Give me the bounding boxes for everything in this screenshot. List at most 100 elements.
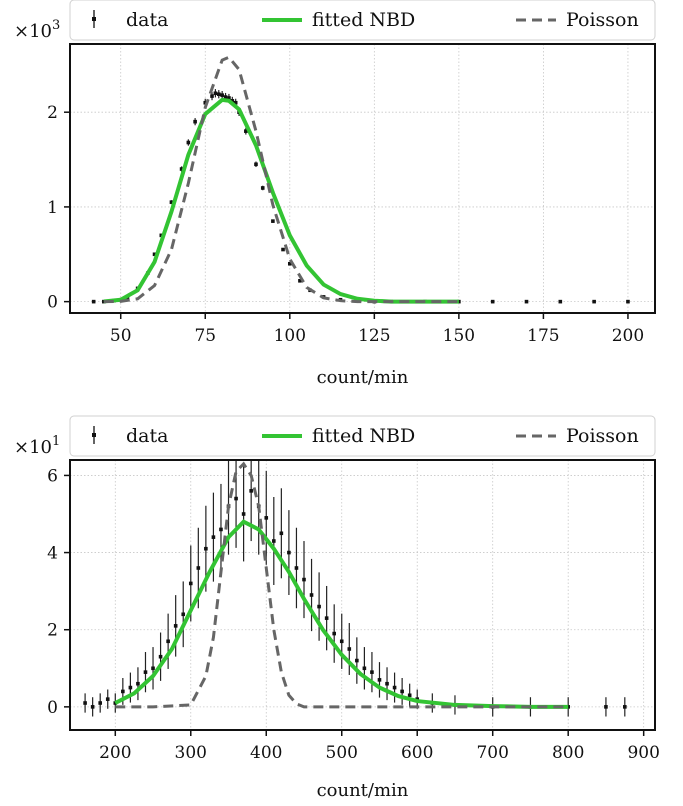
data-point bbox=[392, 685, 397, 690]
data-point bbox=[355, 658, 359, 663]
data-point bbox=[244, 129, 248, 133]
y-multiplier: ×101 bbox=[14, 434, 60, 458]
axes-frame bbox=[69, 43, 656, 314]
data-point bbox=[230, 99, 235, 103]
data-point bbox=[592, 299, 596, 304]
data-point bbox=[623, 705, 627, 709]
x-tick-label: 200 bbox=[99, 743, 131, 763]
data-point bbox=[203, 100, 208, 105]
data-point bbox=[166, 639, 170, 644]
y-multiplier-exponent: 1 bbox=[52, 434, 60, 449]
data-point bbox=[377, 678, 382, 682]
axes-frame bbox=[69, 459, 656, 731]
x-tick-label: 600 bbox=[401, 743, 433, 763]
data-point bbox=[287, 261, 292, 266]
data-point bbox=[83, 701, 87, 705]
y-tick-label: 2 bbox=[47, 621, 58, 641]
data-point bbox=[193, 119, 197, 124]
data-point bbox=[249, 489, 253, 493]
data-point bbox=[136, 681, 140, 686]
data-point bbox=[179, 167, 184, 171]
x-tick-label: 400 bbox=[250, 743, 282, 763]
data-point bbox=[128, 685, 133, 690]
chart-panel-1: 50 75 100 125 150 175 200 0 1 2 ×103 count/min data f… bbox=[14, 0, 656, 388]
x-tick-label: 300 bbox=[175, 743, 207, 763]
data-point bbox=[626, 299, 630, 304]
x-tick-label: 100 bbox=[274, 326, 306, 346]
legend-box bbox=[69, 415, 656, 457]
data-point bbox=[188, 581, 193, 586]
data-point bbox=[272, 539, 276, 543]
data-point bbox=[339, 639, 344, 644]
x-tick-label: 200 bbox=[612, 326, 644, 346]
data-point bbox=[102, 299, 106, 304]
data-point bbox=[158, 654, 163, 659]
y-tick-label: 6 bbox=[47, 466, 58, 486]
legend-label-poisson: Poisson bbox=[566, 425, 639, 447]
data-point bbox=[219, 527, 223, 532]
x-tick-label: 175 bbox=[527, 326, 559, 346]
x-tick-label: 150 bbox=[443, 326, 475, 346]
fitted-nbd-line bbox=[114, 519, 569, 709]
x-axis-label: count/min bbox=[317, 780, 409, 801]
y-multiplier: ×103 bbox=[14, 18, 60, 42]
data-point bbox=[98, 701, 102, 705]
data-point bbox=[227, 96, 231, 100]
data-point bbox=[271, 219, 275, 223]
data-point bbox=[400, 689, 404, 694]
legend: data fitted NBD Poisson bbox=[69, 415, 656, 457]
legend-label-data: data bbox=[126, 9, 168, 31]
data-point bbox=[332, 631, 336, 636]
data-point bbox=[370, 670, 374, 674]
x-tick-label: 800 bbox=[552, 743, 584, 763]
data-point bbox=[173, 624, 178, 628]
legend-box bbox=[69, 0, 656, 41]
data-point bbox=[298, 278, 302, 283]
y-tick-label: 2 bbox=[47, 103, 58, 123]
data-point bbox=[385, 681, 389, 686]
data-point bbox=[287, 550, 291, 555]
data-point bbox=[260, 186, 265, 190]
y-multiplier-base: ×10 bbox=[14, 437, 52, 458]
data-point bbox=[294, 566, 299, 570]
poisson-line bbox=[103, 55, 459, 304]
y-tick-label: 0 bbox=[47, 698, 58, 718]
data-point bbox=[566, 705, 570, 709]
data-point bbox=[264, 516, 269, 520]
x-axis-label: count/min bbox=[317, 367, 409, 388]
data-point bbox=[347, 647, 352, 651]
data-point bbox=[407, 693, 412, 698]
data-point bbox=[181, 612, 186, 617]
plot-area bbox=[91, 55, 630, 304]
data-point bbox=[234, 496, 238, 501]
y-multiplier-base: ×10 bbox=[14, 21, 52, 42]
x-tick-label: 700 bbox=[476, 743, 508, 763]
data-point bbox=[204, 546, 208, 551]
data-point bbox=[152, 252, 157, 257]
data-point bbox=[90, 705, 95, 709]
data-point bbox=[362, 666, 367, 671]
data-point bbox=[196, 566, 201, 570]
data-point bbox=[254, 162, 258, 167]
legend-data-marker bbox=[92, 17, 96, 21]
data-point bbox=[279, 531, 284, 536]
data-point bbox=[169, 200, 174, 204]
fitted-nbd-line bbox=[103, 97, 459, 304]
legend-data-marker bbox=[92, 433, 96, 437]
data-point bbox=[151, 666, 155, 671]
legend-label-fitted-nbd: fitted NBD bbox=[312, 9, 415, 31]
x-tick-label: 75 bbox=[194, 326, 216, 346]
legend-label-poisson: Poisson bbox=[566, 9, 639, 31]
y-multiplier-exponent: 3 bbox=[52, 18, 60, 33]
data-point bbox=[524, 299, 529, 304]
data-point bbox=[186, 140, 191, 145]
poisson-line bbox=[115, 461, 569, 709]
data-point bbox=[490, 299, 495, 304]
data-point bbox=[159, 233, 164, 238]
plot-area bbox=[83, 460, 627, 717]
data-point bbox=[91, 299, 96, 304]
data-point bbox=[281, 247, 285, 252]
data-point bbox=[210, 94, 214, 98]
data-point bbox=[220, 93, 224, 97]
data-point bbox=[558, 299, 563, 304]
